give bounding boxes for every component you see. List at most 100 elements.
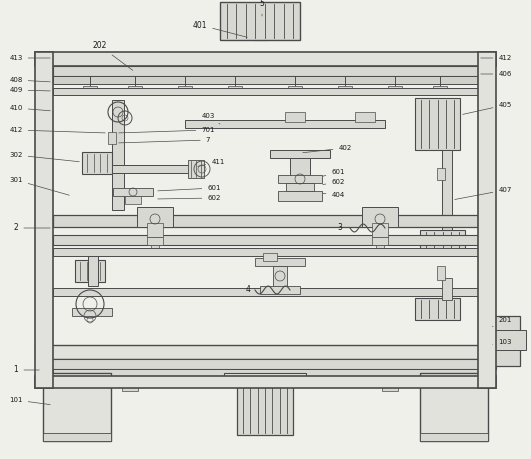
Bar <box>43 373 111 441</box>
Bar <box>278 191 322 201</box>
Bar <box>220 2 300 40</box>
Text: 1: 1 <box>14 365 39 375</box>
Text: 602: 602 <box>158 195 221 201</box>
Text: 412: 412 <box>481 55 512 61</box>
Bar <box>72 308 112 316</box>
Bar <box>43 433 111 441</box>
Text: 101: 101 <box>9 397 50 405</box>
Bar <box>355 112 375 122</box>
Bar <box>53 288 478 296</box>
Bar <box>437 168 445 180</box>
Text: 404: 404 <box>323 192 345 198</box>
Text: 601: 601 <box>158 185 221 191</box>
Text: 411: 411 <box>198 159 225 167</box>
Bar <box>178 86 192 93</box>
Bar <box>53 76 478 84</box>
Bar <box>490 330 526 350</box>
Bar <box>372 237 388 245</box>
Bar <box>278 175 322 183</box>
Text: 406: 406 <box>481 71 512 77</box>
Bar <box>53 66 478 76</box>
Bar <box>112 165 192 173</box>
Bar <box>290 158 310 176</box>
Bar <box>420 230 465 252</box>
Bar <box>442 278 452 300</box>
Bar <box>415 98 460 150</box>
Bar <box>420 373 488 441</box>
Bar <box>108 132 116 144</box>
Bar <box>53 215 478 227</box>
Bar <box>228 86 242 93</box>
Bar <box>125 196 141 204</box>
Text: 301: 301 <box>9 177 70 195</box>
Text: 402: 402 <box>303 145 352 153</box>
Bar <box>147 223 163 237</box>
Bar <box>433 86 447 93</box>
Bar <box>270 150 330 158</box>
Text: 302: 302 <box>10 152 79 162</box>
Bar <box>252 383 268 391</box>
Text: 412: 412 <box>10 127 105 133</box>
Bar <box>442 150 452 240</box>
Text: 405: 405 <box>463 102 512 114</box>
Bar <box>255 258 305 266</box>
Bar <box>83 86 97 93</box>
Bar <box>478 52 496 388</box>
Text: 2: 2 <box>14 224 50 233</box>
Text: 407: 407 <box>455 187 512 200</box>
Bar <box>490 316 520 366</box>
Text: 701: 701 <box>119 127 215 133</box>
Bar <box>260 286 300 294</box>
Bar <box>437 266 445 280</box>
Bar <box>382 383 398 391</box>
Bar <box>286 183 314 191</box>
Text: 408: 408 <box>10 77 50 83</box>
Text: 3: 3 <box>338 224 342 233</box>
Bar <box>285 112 305 122</box>
Text: 413: 413 <box>10 55 50 61</box>
Bar <box>137 207 173 227</box>
Text: 401: 401 <box>193 21 247 37</box>
Bar <box>35 52 496 66</box>
Bar <box>53 377 478 385</box>
Text: 7: 7 <box>119 137 210 143</box>
Bar <box>88 256 98 286</box>
Text: 602: 602 <box>323 179 345 185</box>
Bar <box>362 207 398 227</box>
Bar <box>253 18 267 40</box>
Bar <box>151 245 159 253</box>
Bar <box>122 383 138 391</box>
Bar <box>53 235 478 245</box>
Bar <box>113 188 153 196</box>
Text: 5: 5 <box>260 0 264 16</box>
Bar <box>112 100 124 210</box>
Bar <box>147 237 163 245</box>
Bar <box>35 359 496 369</box>
Text: 410: 410 <box>10 105 50 111</box>
Text: 403: 403 <box>201 113 220 124</box>
Text: 201: 201 <box>492 317 512 327</box>
Bar <box>82 152 112 174</box>
Bar <box>388 86 402 93</box>
Bar <box>237 383 293 435</box>
Bar <box>53 248 478 256</box>
Bar <box>188 160 204 178</box>
Text: 409: 409 <box>10 87 50 93</box>
Bar <box>185 120 385 128</box>
Bar <box>338 86 352 93</box>
Bar <box>35 345 496 359</box>
Text: 202: 202 <box>93 41 133 70</box>
Bar <box>53 369 478 377</box>
Bar <box>273 266 287 288</box>
Bar <box>288 86 302 93</box>
Bar <box>263 253 277 261</box>
Bar <box>420 433 488 441</box>
Bar <box>53 88 478 95</box>
Bar <box>75 260 105 282</box>
Text: 4: 4 <box>245 285 251 295</box>
Bar <box>415 298 460 320</box>
Bar <box>128 86 142 93</box>
Bar <box>224 373 306 383</box>
Bar <box>376 245 384 253</box>
Text: 601: 601 <box>323 169 345 176</box>
